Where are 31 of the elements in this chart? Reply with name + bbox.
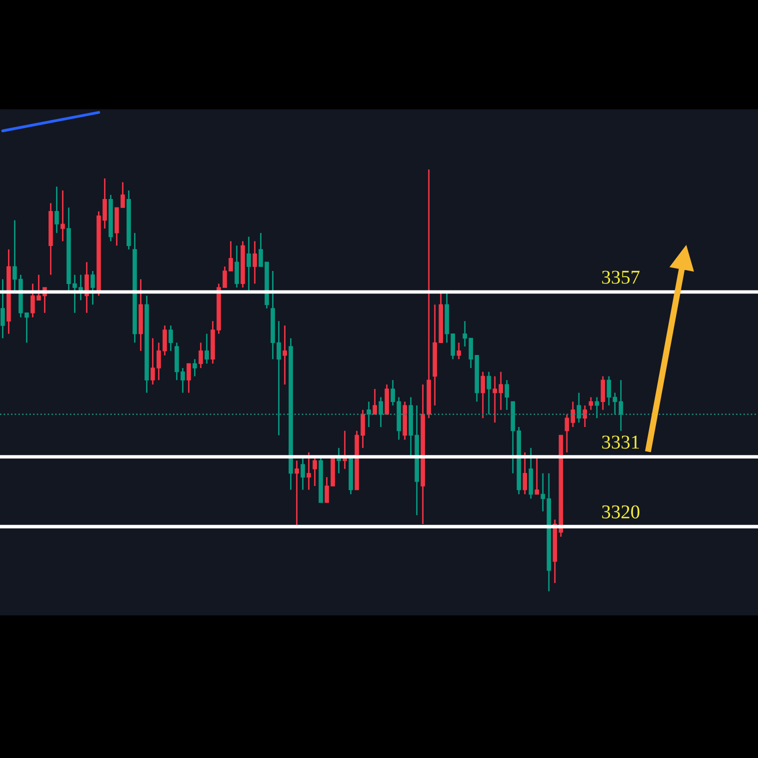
candlestick	[204, 333, 209, 364]
candlestick	[192, 358, 197, 377]
candlestick	[372, 388, 377, 416]
candlestick	[522, 452, 528, 495]
candlestick	[60, 190, 65, 242]
candlestick	[378, 396, 383, 428]
candlestick	[576, 392, 582, 424]
candlestick	[600, 376, 606, 411]
candlestick	[588, 396, 594, 411]
candlestick	[282, 324, 287, 386]
candlestick	[366, 400, 371, 428]
candlestick	[234, 244, 239, 288]
candlestick	[480, 371, 486, 419]
candlestick	[168, 324, 173, 352]
ref-line-label: 3357	[602, 270, 640, 284]
candlestick	[606, 376, 612, 406]
candlestick	[198, 342, 203, 369]
candlestick	[252, 240, 257, 284]
candlestick	[504, 379, 510, 411]
candlestick	[0, 278, 5, 339]
candlestick	[612, 392, 618, 416]
candlestick	[54, 186, 59, 234]
ref-line-label: 3331	[602, 436, 639, 449]
candlestick	[306, 452, 311, 490]
candlestick	[186, 362, 191, 394]
ref-line-label: 3320	[602, 505, 640, 518]
candlestick	[594, 396, 600, 419]
candlestick	[456, 342, 462, 360]
candlestick	[90, 270, 95, 306]
candlestick	[486, 371, 492, 416]
candlestick	[246, 236, 251, 293]
